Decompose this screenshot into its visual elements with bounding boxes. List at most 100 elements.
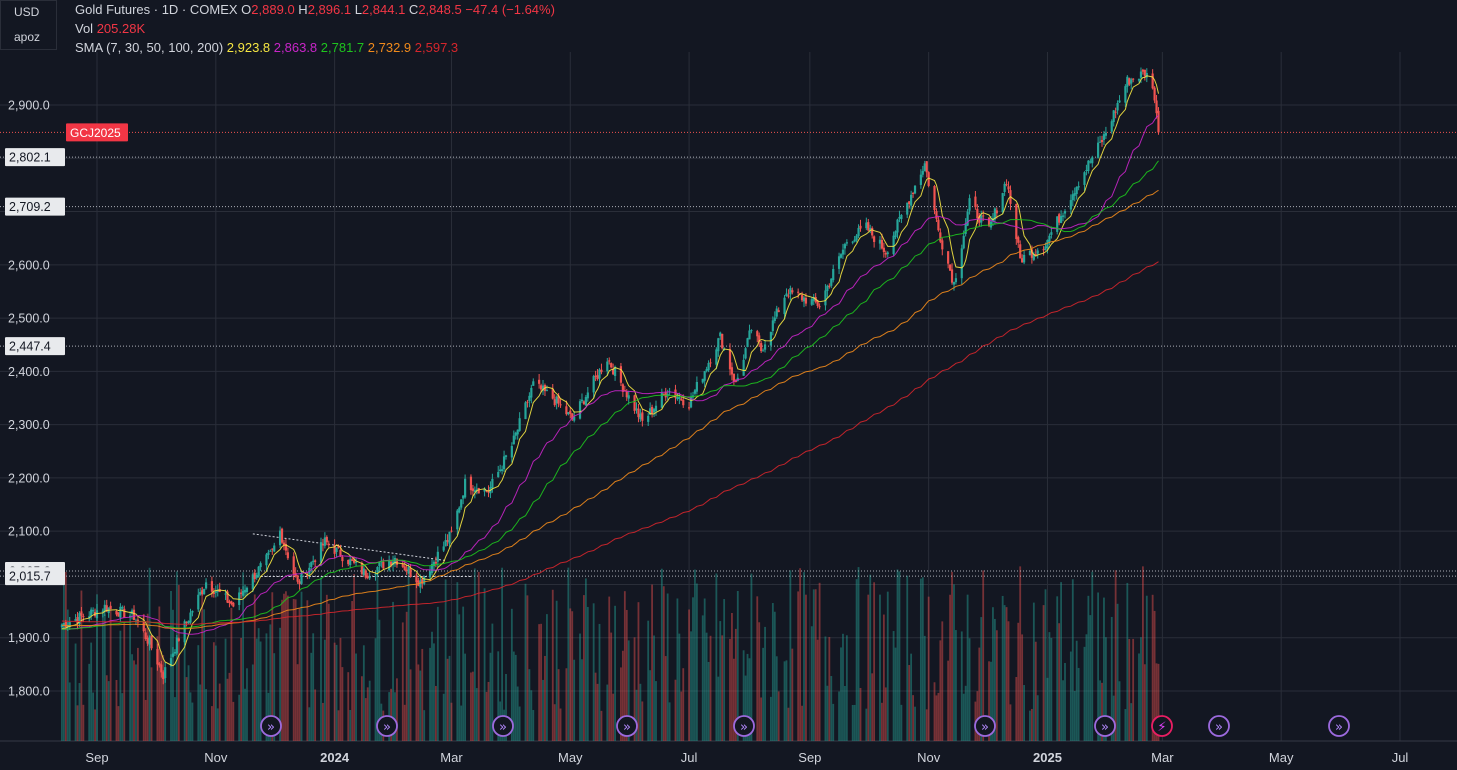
volume-bar — [105, 675, 108, 741]
candle-body — [448, 531, 451, 544]
candle-body — [269, 550, 272, 552]
event-marker — [974, 715, 996, 737]
volume-bar — [205, 689, 207, 741]
candle-body — [633, 395, 636, 411]
candle-body — [341, 556, 344, 562]
candle-body — [64, 621, 67, 628]
y-tick-label: 1,800.0 — [8, 685, 50, 699]
candle-body — [785, 293, 788, 297]
high-value: 2,896.1 — [307, 2, 352, 17]
volume-bar — [995, 630, 998, 741]
forward-icon: » — [267, 720, 275, 735]
candle-body — [717, 338, 720, 352]
candle-body — [884, 253, 887, 255]
candle-body — [1063, 211, 1067, 214]
candle-body — [95, 610, 99, 619]
volume-bar — [374, 638, 377, 741]
volume-bar — [1046, 677, 1049, 741]
volume-bar — [244, 688, 246, 741]
candle-body — [680, 398, 683, 401]
candle-body — [421, 578, 424, 584]
volume-bar — [927, 596, 930, 741]
candle-body — [504, 455, 508, 457]
volume-bar — [1017, 622, 1020, 741]
candle-body — [444, 540, 447, 547]
candle-body — [1036, 250, 1039, 254]
volume-bar — [692, 597, 694, 741]
volume-bar — [144, 699, 147, 741]
volume-bar — [66, 609, 69, 741]
candle-body — [816, 300, 819, 306]
volume-bar — [320, 577, 322, 741]
volume-bar — [281, 599, 283, 741]
volume-bar — [586, 606, 589, 741]
volume-bar — [859, 687, 862, 741]
volume-bar — [322, 702, 324, 741]
volume-bar — [919, 578, 922, 741]
candle-body — [407, 567, 410, 574]
x-tick-label: Sep — [798, 750, 821, 765]
candle-body — [1097, 142, 1100, 158]
candle-body — [654, 405, 658, 412]
candle-body — [471, 488, 475, 491]
candle-body — [1157, 110, 1160, 133]
volume-bar — [933, 682, 936, 741]
candle-body — [619, 366, 623, 383]
candle-body — [721, 333, 724, 349]
candle-body — [610, 363, 613, 368]
candle-body — [974, 196, 977, 208]
candle-body — [129, 615, 132, 618]
sma-label[interactable]: SMA (7, 30, 50, 100, 200) — [75, 40, 224, 55]
unit-label: apoz — [14, 30, 41, 44]
candle-body — [483, 488, 486, 492]
volume-bar — [442, 693, 445, 741]
currency-unit-box[interactable]: USD apoz — [0, 0, 57, 50]
candle-body — [627, 395, 630, 399]
candle-body — [337, 545, 340, 548]
high-label: H — [298, 2, 308, 17]
candle-body — [828, 285, 831, 287]
volume-bar — [668, 702, 671, 741]
candle-body — [853, 239, 856, 242]
volume-bar — [581, 659, 583, 741]
candle-body — [203, 589, 206, 595]
candle-body — [880, 239, 884, 249]
symbol-title[interactable]: Gold Futures · 1D · COMEX — [75, 2, 238, 17]
volume-bar — [294, 599, 297, 741]
volume-label[interactable]: Vol — [75, 21, 94, 36]
candle-body — [477, 488, 480, 494]
candle-body — [758, 335, 761, 343]
close-value: 2,848.5 — [418, 2, 462, 17]
candle-body — [910, 194, 913, 206]
volume-bar — [1104, 637, 1107, 741]
candle-body — [557, 395, 560, 404]
volume-bar — [844, 685, 846, 741]
volume-bar — [273, 653, 276, 741]
volume-bar — [115, 679, 118, 741]
candle-body — [284, 543, 288, 551]
volume-bar — [162, 655, 165, 741]
volume-bar — [810, 626, 813, 741]
volume-bar — [211, 706, 213, 741]
candle-body — [843, 244, 847, 249]
volume-bar — [769, 696, 772, 741]
candle-body — [150, 635, 153, 649]
volume-bar — [816, 639, 819, 741]
volume-bar — [783, 661, 786, 741]
candle-body — [460, 499, 463, 508]
candle-body — [1118, 100, 1121, 103]
volume-bar — [123, 622, 126, 741]
volume-bar — [137, 647, 139, 741]
candle-body — [516, 429, 519, 435]
candle-body — [189, 612, 192, 623]
volume-bar — [265, 633, 268, 741]
candle-body — [845, 242, 848, 244]
candle-body — [859, 225, 862, 229]
candle-body — [1153, 87, 1156, 101]
event-marker — [1208, 715, 1230, 737]
candle-body — [347, 560, 350, 565]
volume-bar — [310, 652, 313, 741]
y-tick-label: 1,900.0 — [8, 631, 50, 645]
candle-body — [896, 219, 899, 233]
